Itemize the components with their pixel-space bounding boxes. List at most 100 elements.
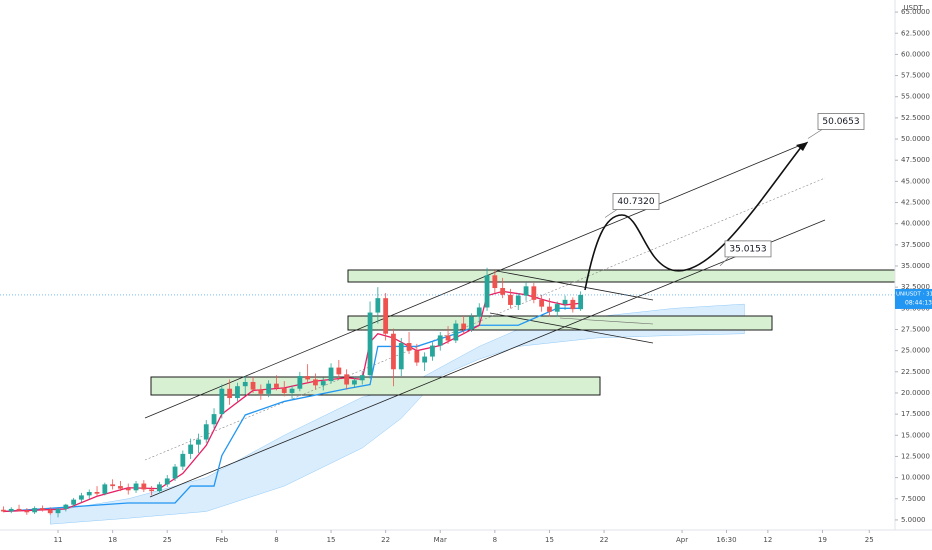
callout-pointer — [719, 256, 730, 267]
x-tick-label: Feb — [216, 536, 229, 544]
symbol-price-label: UNIUSDT · 31.5797 — [896, 291, 932, 297]
candle-body — [281, 387, 287, 393]
candle-body — [344, 374, 350, 385]
y-tick-label: 32.5000 — [901, 283, 930, 291]
candle-body — [578, 294, 584, 310]
x-tick-label: 22 — [381, 536, 390, 544]
y-tick-label: 37.5000 — [901, 241, 930, 249]
channel-mid — [144, 177, 826, 461]
candle-body — [523, 286, 529, 296]
candle-body — [149, 489, 155, 492]
candle-body — [141, 483, 147, 490]
candle-body — [172, 466, 178, 479]
candle-body — [383, 298, 389, 334]
y-tick-label: 55.0000 — [901, 93, 930, 101]
candle-body — [40, 508, 45, 510]
candle-body — [125, 488, 131, 491]
triangle-line — [559, 317, 654, 325]
candle-body — [55, 508, 61, 514]
x-tick-label: 22 — [600, 536, 609, 544]
candle-body — [570, 299, 576, 310]
candle-body — [242, 381, 248, 387]
candle-body — [8, 508, 14, 512]
y-tick-label: 17.5000 — [901, 410, 930, 418]
candle-body — [188, 444, 194, 454]
candle-body — [305, 376, 311, 380]
candle-body — [554, 304, 560, 312]
candle-body — [258, 389, 264, 394]
callout-box — [724, 240, 772, 258]
callout-label: 40.7320 — [617, 197, 654, 207]
y-tick-label: 15.0000 — [901, 431, 930, 439]
projection-arrow — [584, 145, 803, 291]
y-tick-label: 62.5000 — [901, 29, 930, 37]
channel-upper — [144, 141, 809, 419]
x-tick-label: 12 — [763, 536, 772, 544]
candle-body — [430, 345, 435, 357]
candle-body — [118, 486, 123, 489]
indicator-line — [3, 307, 581, 513]
candle-body — [203, 424, 209, 440]
callout-label: 35.0153 — [729, 244, 766, 254]
candle-body — [24, 510, 30, 513]
x-tick-label: Apr — [676, 536, 688, 544]
candle-body — [445, 335, 451, 341]
callout-pointer — [604, 209, 618, 218]
candle-body — [508, 294, 513, 305]
x-tick-label: 8 — [274, 536, 278, 544]
x-tick-label: 11 — [54, 536, 63, 544]
candle-body — [1, 509, 6, 512]
y-tick-label: 45.0000 — [901, 177, 930, 185]
y-tick-label: 27.5000 — [901, 325, 930, 333]
candle-body — [476, 307, 482, 317]
candle-body — [16, 508, 22, 511]
candle-body — [274, 383, 279, 388]
candle-body — [320, 381, 326, 386]
y-tick-label: 35.0000 — [901, 262, 930, 270]
candle-body — [94, 491, 100, 494]
x-tick-label: 16:30 — [716, 536, 736, 544]
y-tick-label: 10.0000 — [901, 474, 930, 482]
candle-body — [515, 295, 521, 305]
candle-body — [469, 316, 474, 330]
candle-body — [157, 484, 162, 492]
y-tick-label: 5.0000 — [901, 516, 926, 524]
channel-lower — [149, 219, 826, 498]
x-tick-label: 25 — [865, 536, 874, 544]
candle-body — [461, 323, 467, 330]
y-tick-label: 47.5000 — [901, 156, 930, 164]
candle-body — [219, 388, 225, 415]
y-tick-label: 20.0000 — [901, 389, 930, 397]
x-tick-label: 25 — [163, 536, 172, 544]
candle-body — [47, 509, 53, 514]
y-tick-label: 7.5000 — [901, 495, 926, 503]
candle-body — [562, 299, 568, 305]
candle-body — [71, 499, 77, 505]
candle-body — [500, 288, 506, 295]
candle-body — [539, 299, 545, 307]
candle-body — [375, 298, 381, 313]
x-tick-label: 19 — [818, 536, 827, 544]
candle-body — [531, 286, 537, 300]
y-tick-label: 25.0000 — [901, 347, 930, 355]
x-tick-label: 15 — [327, 536, 336, 544]
callout-label: 50.0653 — [822, 117, 859, 127]
y-tick-label: 22.5000 — [901, 368, 930, 376]
x-tick-label: 8 — [493, 536, 497, 544]
candle-body — [313, 379, 318, 386]
candle-body — [196, 439, 201, 445]
candle-body — [180, 453, 186, 467]
candle-body — [359, 375, 365, 381]
candle-body — [484, 275, 490, 308]
y-tick-label: 42.5000 — [901, 199, 930, 207]
candle-body — [79, 495, 84, 500]
unit-label: USDT — [903, 4, 923, 12]
x-tick-label: Mar — [434, 536, 447, 544]
candle-body — [453, 323, 459, 341]
countdown-label: 08:44:13 — [905, 299, 932, 306]
candle-body — [547, 306, 552, 312]
indicator-line — [3, 290, 581, 513]
arrow-head — [796, 142, 808, 151]
candle-body — [352, 380, 357, 385]
candle-body — [414, 350, 420, 363]
